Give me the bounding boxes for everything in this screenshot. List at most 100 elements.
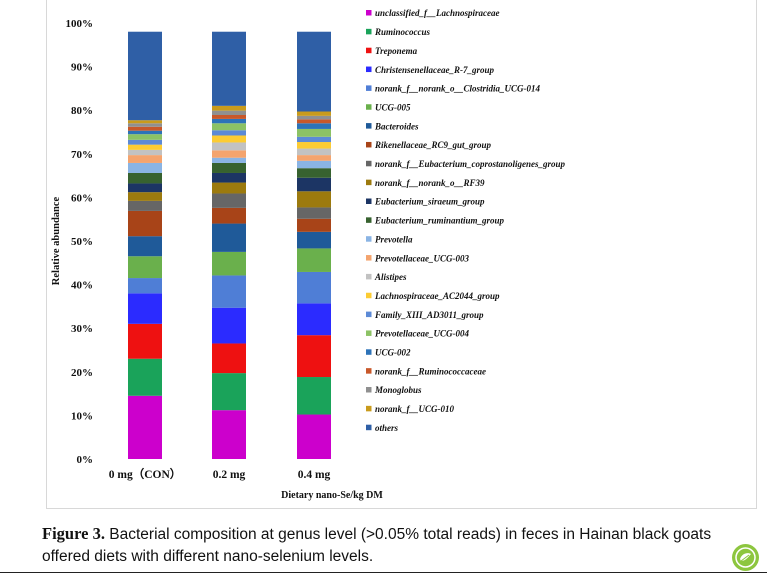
x-tick-label: 0.4 mg xyxy=(298,469,331,481)
bar-segment xyxy=(212,182,246,194)
bar-segment xyxy=(297,271,331,304)
legend-entry: Family_XIII_AD3011_group xyxy=(374,310,484,320)
bar-segment xyxy=(297,207,331,219)
legend-swatch xyxy=(366,28,372,35)
bar-segment xyxy=(128,172,162,184)
bar-segment xyxy=(212,110,246,115)
legend-entry: Christensenellaceae_R-7_group xyxy=(375,65,495,75)
legend-entry: others xyxy=(375,423,399,433)
bar-segment xyxy=(297,115,331,120)
bar-segment xyxy=(128,293,162,324)
bar-segment xyxy=(128,149,162,156)
legend-entry: norank_f__norank_o__Clostridia_UCG-014 xyxy=(375,84,541,94)
y-tick-label: 100% xyxy=(66,18,94,30)
legend-swatch xyxy=(366,10,372,16)
bar-segment xyxy=(297,231,331,249)
bar-segment xyxy=(212,343,246,374)
bar-segment xyxy=(212,135,246,143)
bar-segment xyxy=(212,251,246,276)
bar-segment xyxy=(297,119,331,124)
figure-caption-text: Bacterial composition at genus level (>0… xyxy=(42,526,712,565)
bar-segment xyxy=(212,105,246,111)
legend-swatch xyxy=(366,141,372,148)
bar-segment xyxy=(212,142,246,151)
x-axis-label: Dietary nano-Se/kg DM xyxy=(281,490,383,501)
y-tick-label: 10% xyxy=(71,410,93,422)
legend-swatch xyxy=(366,349,372,355)
bar-segment xyxy=(128,144,162,150)
y-tick-label: 80% xyxy=(71,105,93,117)
publisher-logo-icon xyxy=(732,544,759,571)
bar-segment xyxy=(128,210,162,237)
bar-segment xyxy=(212,207,246,224)
bar-segment xyxy=(212,150,246,158)
legend-swatch xyxy=(366,311,372,318)
bar-segment xyxy=(212,410,246,459)
bar-segment xyxy=(128,183,162,193)
bar-segment xyxy=(128,120,162,124)
bar-segment xyxy=(128,123,162,127)
legend-entry: Alistipes xyxy=(374,272,407,282)
stacked-bar-chart: 0% 10% 20% 30% 40% 50% 60% 70% 80% 90% 100% Relativ… xyxy=(51,8,566,501)
legend-entry: Eubacterium_siraeum_group xyxy=(374,197,485,207)
figure-label: Figure 3. xyxy=(42,524,105,543)
bar-segment xyxy=(128,236,162,257)
legend-swatch xyxy=(366,330,372,336)
legend-entry: Eubacterium_ruminantium_group xyxy=(374,216,505,226)
bar-segment xyxy=(128,155,162,163)
bar-segment xyxy=(297,155,331,161)
bar-segment xyxy=(128,162,162,173)
y-tick-label: 90% xyxy=(71,62,93,74)
x-tick-label: 0 mg（CON） xyxy=(109,467,182,481)
bar-segment xyxy=(212,130,246,136)
figure-caption: Figure 3. Bacterial composition at genus… xyxy=(42,523,762,568)
bar-segment xyxy=(212,275,246,308)
bar-segment xyxy=(212,118,246,124)
legend-swatch xyxy=(366,424,372,431)
bar-segment xyxy=(128,192,162,201)
legend-entry: Monoglobus xyxy=(374,385,422,395)
legend-entry: norank_f__UCG-010 xyxy=(375,404,455,414)
legend-swatch xyxy=(366,217,372,223)
bar-segment xyxy=(297,414,331,459)
legend-entry: UCG-005 xyxy=(375,102,411,112)
legend-entry: UCG-002 xyxy=(375,348,411,358)
chart-frame xyxy=(46,0,757,509)
page-divider xyxy=(0,572,767,573)
bar-segment xyxy=(297,111,331,116)
bar-segment xyxy=(297,123,331,129)
bar-segment xyxy=(297,136,331,143)
bar-segment xyxy=(212,114,246,119)
bar-segment xyxy=(128,31,162,121)
y-tick-label: 40% xyxy=(71,280,93,292)
legend-entry: Prevotella xyxy=(375,234,413,244)
y-tick-label: 0% xyxy=(77,454,94,466)
legend-swatch xyxy=(366,292,372,299)
y-tick-label: 50% xyxy=(71,236,93,248)
bar-segment xyxy=(297,303,331,336)
bar-segment xyxy=(128,358,162,396)
legend-swatch xyxy=(366,47,372,54)
bar-segment xyxy=(297,148,331,156)
bar-segment xyxy=(297,31,331,112)
bar-segment xyxy=(212,193,246,208)
legend-swatch xyxy=(366,273,372,280)
legend-entry: Ruminococcus xyxy=(374,27,431,37)
legend-entry: norank_f__Eubacterium_coprostanoligenes_… xyxy=(375,159,566,169)
y-tick-label: 20% xyxy=(71,367,93,379)
y-tick-label: 30% xyxy=(71,323,93,335)
bar-segment xyxy=(212,373,246,411)
bar-segment xyxy=(212,31,246,106)
legend-swatch xyxy=(366,236,372,242)
legend-swatch xyxy=(366,198,372,204)
bar-segment xyxy=(128,323,162,359)
legend-swatch xyxy=(366,405,372,412)
bar-segment xyxy=(212,123,246,131)
bar-segment xyxy=(297,128,331,137)
legend-entry: Prevotellaceae_UCG-004 xyxy=(375,329,469,339)
y-tick-label: 70% xyxy=(71,149,93,161)
y-axis-label: Relative abundance xyxy=(51,196,62,285)
bar-segment xyxy=(128,126,162,131)
legend-entry: norank_f__norank_o__RF39 xyxy=(375,178,485,188)
bar-segment xyxy=(128,395,162,459)
